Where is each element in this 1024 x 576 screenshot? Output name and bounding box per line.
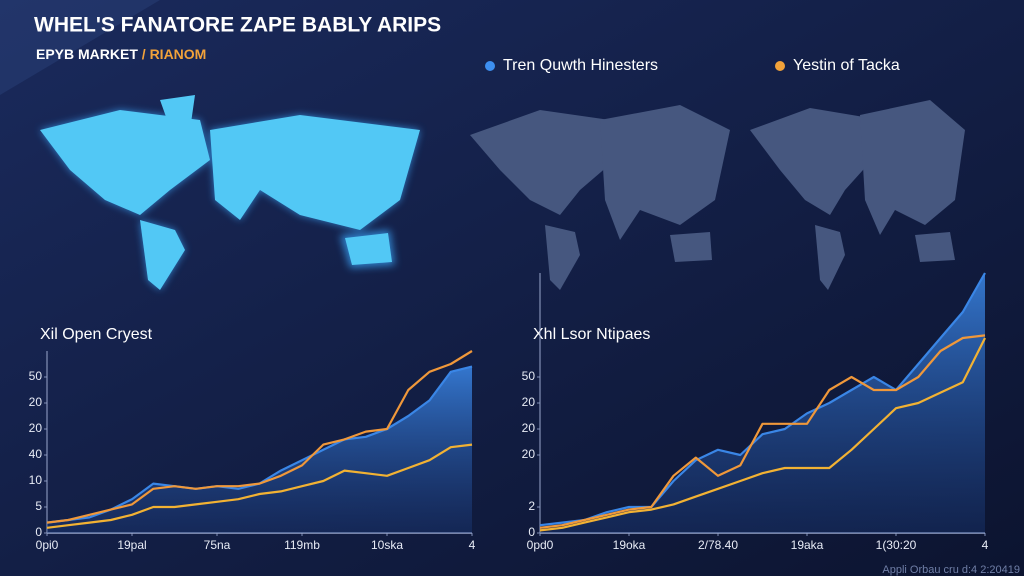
legend-label: Yestin of Tacka — [793, 57, 900, 74]
y-tick-label: 20 — [522, 395, 536, 409]
watermark: Appli Orbau cru d:4 2:20419 — [882, 564, 1020, 576]
x-tick-label: 19oka — [613, 538, 646, 552]
line — [539, 272, 986, 527]
y-tick-label: 20 — [29, 421, 43, 435]
legend-label: Tren Quwth Hinesters — [503, 57, 658, 74]
x-tick-label: 119mb — [284, 538, 320, 552]
y-tick-label: 5 — [35, 499, 42, 513]
x-tick-label: 0pd0 — [527, 538, 554, 552]
subtitle-main: EPYB MARKET — [36, 46, 138, 62]
subtitle: EPYB MARKET / RIANOM — [36, 46, 206, 62]
chart-title: Xil Open Cryest — [40, 326, 153, 343]
title: WHEL'S FANATORE ZAPE BABLY ARIPS — [34, 14, 441, 37]
y-tick-label: 0 — [35, 525, 42, 539]
x-tick-label: 4 — [982, 538, 989, 552]
chart-title: Xhl Lsor Ntipaes — [533, 326, 650, 343]
legend: Tren Quwth Hinesters Yestin of Tacka — [485, 57, 900, 74]
y-tick-label: 20 — [29, 395, 43, 409]
world-map-dim-1 — [470, 105, 730, 290]
line — [46, 443, 473, 529]
x-tick-label: 75na — [204, 538, 231, 552]
x-tick-label: 19aka — [791, 538, 824, 552]
x-tick-label: 10ska — [371, 538, 403, 552]
x-tick-label: 1(30:20 — [876, 538, 917, 552]
y-tick-label: 2 — [528, 499, 535, 513]
x-tick-label: 4 — [469, 538, 476, 552]
y-tick-label: 20 — [522, 421, 536, 435]
y-tick-label: 50 — [29, 369, 43, 383]
legend-dot — [485, 61, 495, 71]
area — [47, 366, 472, 533]
x-tick-label: 0pi0 — [36, 538, 59, 552]
y-tick-label: 0 — [528, 525, 535, 539]
x-tick-label: 2/78.40 — [698, 538, 738, 552]
line — [539, 337, 986, 532]
subtitle-accent: / RIANOM — [142, 46, 207, 62]
area — [540, 273, 985, 533]
y-tick-label: 20 — [522, 447, 536, 461]
line — [46, 350, 473, 524]
legend-dot — [775, 61, 785, 71]
y-tick-label: 40 — [29, 447, 43, 461]
world-map-dim-2 — [750, 100, 965, 290]
y-tick-label: 50 — [522, 369, 536, 383]
line — [539, 334, 986, 529]
world-map-bright — [40, 95, 420, 290]
y-tick-label: 10 — [29, 473, 43, 487]
corner-accent — [0, 0, 160, 95]
x-tick-label: 19pal — [117, 538, 146, 552]
